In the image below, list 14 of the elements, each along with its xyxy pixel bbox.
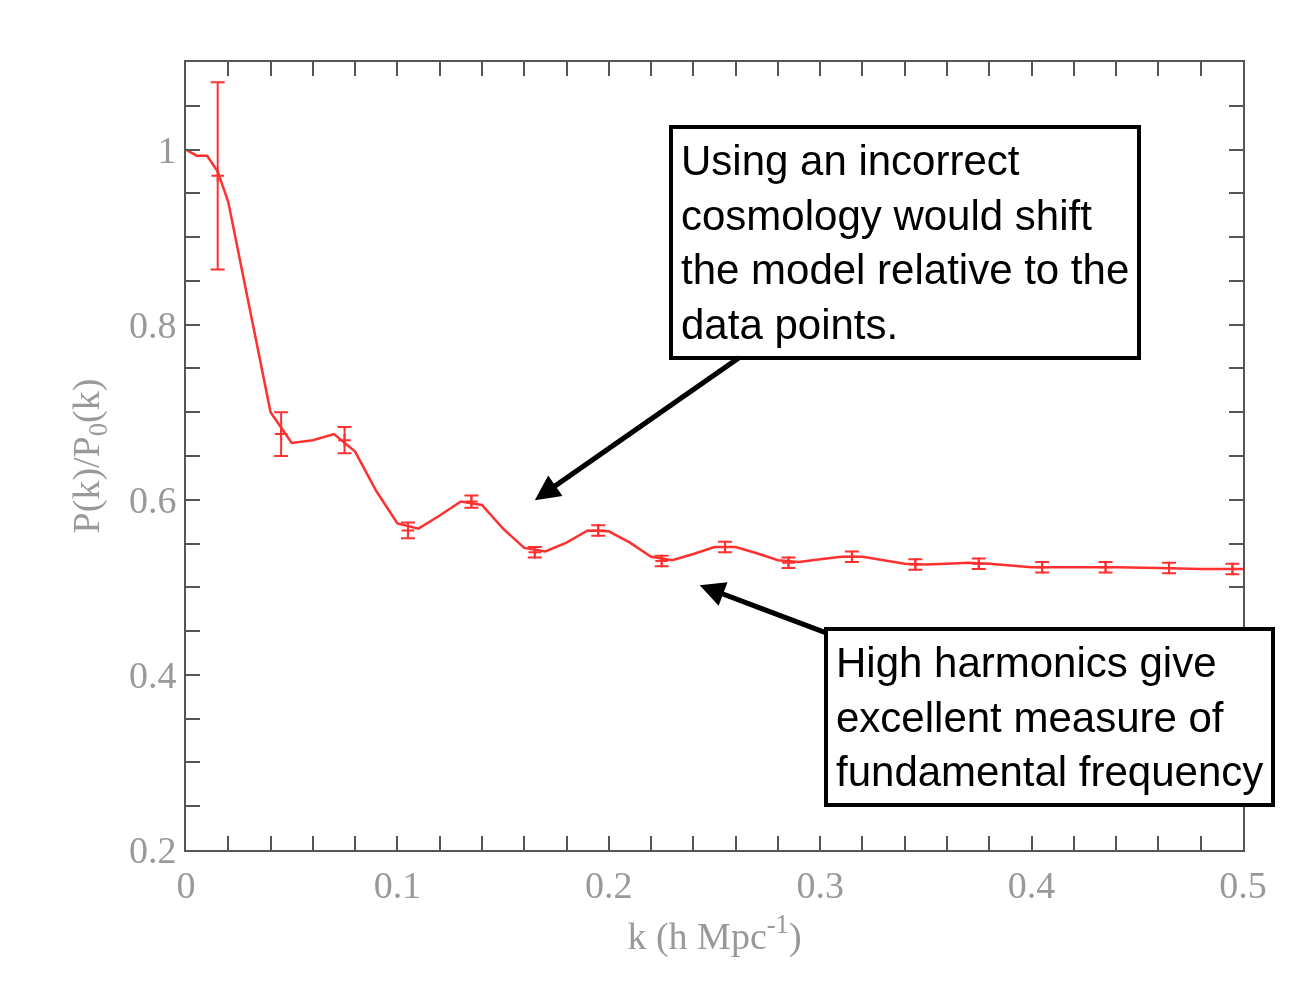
annotation: High harmonics give excellent measure of fundamental frequency [836, 639, 1264, 796]
y-tick-label: 1 [157, 128, 177, 171]
y-tick-label: 0.4 [128, 654, 177, 697]
annotation: Using an incorrect cosmology would shift the model relative to the data points. [681, 137, 1130, 348]
x-tick-label: 0.1 [373, 863, 422, 906]
y-tick-label: 0.8 [128, 303, 177, 346]
x-tick-label: 0 [176, 863, 196, 906]
x-tick-label: 0.4 [1007, 863, 1056, 906]
x-tick-label: 0.5 [1219, 863, 1267, 906]
y-tick-label: 0.2 [128, 829, 177, 872]
y-tick-label: 0.6 [128, 479, 177, 522]
x-axis-title: k (h Mpc$^{-1}$) [627, 909, 802, 959]
x-tick-label: 0.3 [796, 863, 844, 906]
x-tick-label: 0.2 [585, 863, 633, 906]
